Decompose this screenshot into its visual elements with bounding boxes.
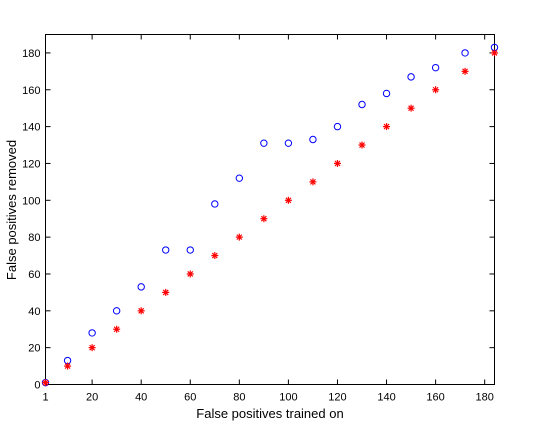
data-point-circle — [112, 307, 121, 315]
x-tick-label: 100 — [279, 392, 297, 404]
series-1 — [42, 49, 498, 387]
data-point-asterisk — [235, 233, 243, 241]
data-point-circle — [137, 283, 145, 291]
data-point-asterisk — [333, 159, 341, 167]
x-tick-label: 120 — [328, 392, 346, 404]
y-axis-title: False positives removed — [4, 140, 19, 280]
data-point-circle — [358, 100, 366, 109]
data-point-asterisk — [162, 288, 170, 296]
data-point-asterisk — [137, 307, 145, 315]
x-tick-label: 1 — [42, 392, 48, 404]
y-tick-label: 100 — [22, 195, 40, 207]
data-point-circle — [235, 174, 244, 182]
data-point-circle — [88, 329, 96, 337]
y-tick-label: 0 — [34, 380, 40, 392]
data-point-asterisk — [186, 270, 194, 278]
data-point-asterisk — [211, 252, 219, 260]
y-axis-ticks: 0 20 40 60 80 100 120 140 160 180 — [22, 48, 495, 392]
data-point-asterisk — [383, 123, 391, 131]
x-tick-label: 60 — [184, 392, 196, 404]
x-tick-label: 180 — [476, 392, 494, 404]
data-point-circle — [333, 122, 342, 131]
data-point-asterisk — [491, 49, 498, 57]
data-point-circle — [260, 139, 268, 147]
data-point-circle — [309, 135, 317, 144]
data-point-circle — [162, 246, 170, 254]
data-point-circle — [461, 49, 469, 57]
x-axis-ticks: 1 20 40 60 80 100 120 140 160 180 — [42, 34, 494, 404]
y-tick-label: 160 — [22, 85, 40, 97]
y-tick-label: 120 — [22, 158, 40, 170]
x-axis-title: False positives trained on — [196, 406, 343, 421]
data-point-asterisk — [113, 325, 121, 333]
y-tick-label: 140 — [22, 122, 40, 134]
data-series — [41, 43, 499, 387]
x-tick-label: 80 — [233, 392, 245, 404]
data-point-asterisk — [309, 178, 317, 186]
y-tick-label: 80 — [28, 232, 40, 244]
y-tick-label: 60 — [28, 269, 40, 281]
x-tick-label: 140 — [377, 392, 395, 404]
series-0 — [41, 43, 499, 387]
y-tick-label: 180 — [22, 48, 40, 60]
data-point-circle — [431, 63, 440, 72]
data-point-asterisk — [407, 104, 415, 112]
data-point-circle — [407, 73, 415, 81]
data-point-asterisk — [358, 141, 366, 149]
x-tick-label: 40 — [135, 392, 147, 404]
data-point-asterisk — [432, 86, 440, 94]
data-point-asterisk — [461, 67, 469, 75]
data-point-asterisk — [88, 344, 96, 352]
data-point-asterisk — [260, 215, 268, 223]
data-point-circle — [186, 246, 194, 254]
data-point-circle — [382, 89, 391, 98]
data-point-asterisk — [284, 196, 292, 204]
y-tick-label: 40 — [28, 306, 40, 318]
data-point-circle — [284, 139, 293, 147]
plot-area — [45, 34, 495, 385]
y-tick-label: 20 — [28, 343, 40, 355]
data-point-circle — [211, 200, 219, 208]
x-tick-label: 160 — [426, 392, 444, 404]
data-point-asterisk — [42, 379, 49, 387]
data-point-asterisk — [64, 362, 72, 370]
x-tick-label: 20 — [86, 392, 98, 404]
